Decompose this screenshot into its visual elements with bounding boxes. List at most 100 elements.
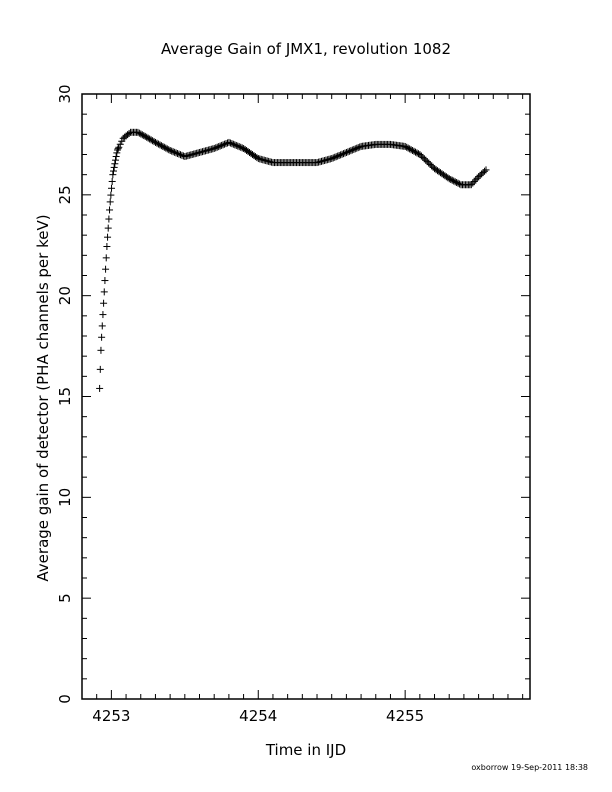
data-point: [406, 145, 414, 153]
data-point: [134, 128, 142, 136]
data-point: [454, 179, 462, 187]
data-point: [210, 144, 218, 152]
data-point: [216, 142, 224, 150]
data-point: [147, 136, 155, 144]
data-point: [105, 215, 113, 223]
data-point: [165, 146, 173, 154]
data-point: [162, 144, 170, 152]
data-point: [109, 171, 117, 179]
x-axis: 4253 4254 4255: [81, 94, 524, 725]
data-point: [238, 144, 246, 152]
data-point: [337, 151, 345, 159]
data-point: [125, 129, 133, 137]
y-tick-label: 5: [56, 593, 74, 603]
data-point: [453, 179, 461, 187]
data-point: [172, 149, 180, 157]
data-point: [114, 145, 122, 153]
data-point: [110, 163, 118, 171]
data-point: [410, 147, 418, 155]
data-point: [141, 132, 149, 140]
data-point: [338, 150, 346, 158]
data-point: [469, 179, 477, 187]
data-point: [159, 142, 167, 150]
data-point: [108, 184, 116, 192]
data-point: [229, 140, 237, 148]
data-point: [143, 133, 151, 141]
data-point: [135, 129, 143, 137]
data-point: [104, 224, 112, 232]
data-point: [481, 167, 489, 175]
y-tick-label: 25: [56, 185, 74, 204]
data-point: [445, 175, 453, 183]
data-point: [473, 174, 481, 182]
y-tick-label: 15: [56, 387, 74, 406]
y-axis: 0 5 10 15 20 25 30: [56, 84, 530, 704]
data-point: [110, 167, 118, 175]
data-point: [235, 143, 243, 151]
data-point: [341, 149, 349, 157]
data-point: [212, 144, 220, 152]
data-point: [176, 151, 184, 159]
data-point: [163, 145, 171, 153]
data-point: [96, 384, 104, 392]
data-point: [448, 176, 456, 184]
data-point: [456, 180, 464, 188]
data-point: [107, 191, 115, 199]
data-point: [340, 150, 348, 158]
data-point: [472, 176, 480, 184]
y-tick-label: 30: [56, 84, 74, 103]
data-point: [103, 243, 111, 251]
data-point: [353, 144, 361, 152]
data-point: [404, 144, 412, 152]
data-point: [331, 153, 339, 161]
data-point: [156, 141, 164, 149]
data-point: [444, 174, 452, 182]
data-point: [116, 140, 124, 148]
data-point: [407, 146, 415, 154]
data-point: [166, 146, 174, 154]
y-tick-label: 0: [56, 694, 74, 704]
data-point: [100, 299, 108, 307]
data-point: [104, 233, 112, 241]
data-point: [153, 139, 161, 147]
data-point: [102, 265, 110, 273]
data-point: [447, 175, 455, 183]
data-point: [98, 333, 106, 341]
data-point: [234, 142, 242, 150]
data-point: [115, 143, 123, 151]
data-point: [328, 155, 336, 163]
data-point: [218, 141, 226, 149]
data-point: [171, 148, 179, 156]
data-point: [354, 144, 362, 152]
chart-title: Average Gain of JMX1, revolution 1082: [161, 40, 451, 58]
data-point: [350, 145, 358, 153]
data-point: [451, 178, 459, 186]
data-point: [237, 143, 245, 151]
data-point: [329, 154, 337, 162]
data-point: [157, 142, 165, 150]
data-point: [160, 143, 168, 151]
data-point: [96, 365, 104, 373]
data-point: [334, 152, 342, 160]
data-point: [470, 177, 478, 185]
data-point: [149, 137, 157, 145]
data-point: [232, 141, 240, 149]
data-point: [108, 177, 116, 185]
data-point: [351, 145, 359, 153]
data-point: [144, 134, 152, 142]
data-point: [168, 147, 176, 155]
data-point: [106, 206, 114, 214]
data-point: [231, 141, 239, 149]
data-point: [174, 150, 182, 158]
data-point: [221, 140, 229, 148]
data-point: [403, 143, 411, 151]
data-point: [344, 148, 352, 156]
data-point: [152, 138, 160, 146]
data-point: [112, 153, 120, 161]
data-point: [154, 140, 162, 148]
data-point: [111, 156, 119, 164]
y-tick-label: 10: [56, 488, 74, 507]
footer-credit: oxborrow 19-Sep-2011 18:38: [471, 763, 588, 772]
data-point: [342, 148, 350, 156]
